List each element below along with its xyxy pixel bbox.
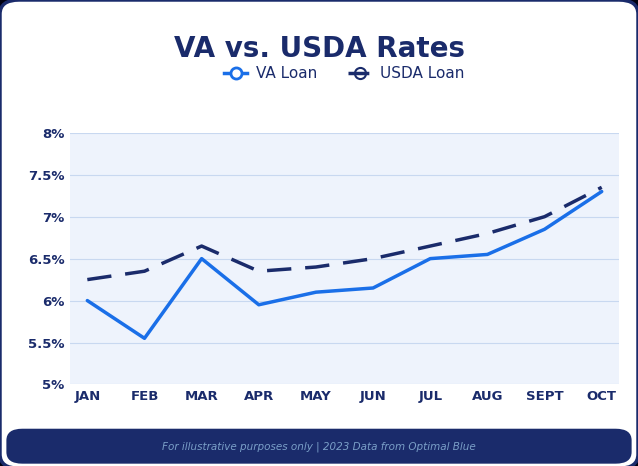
Text: For illustrative purposes only | 2023 Data from Optimal Blue: For illustrative purposes only | 2023 Da…: [162, 441, 476, 452]
Legend: VA Loan, USDA Loan: VA Loan, USDA Loan: [218, 60, 471, 87]
Text: VA vs. USDA Rates: VA vs. USDA Rates: [174, 35, 464, 63]
